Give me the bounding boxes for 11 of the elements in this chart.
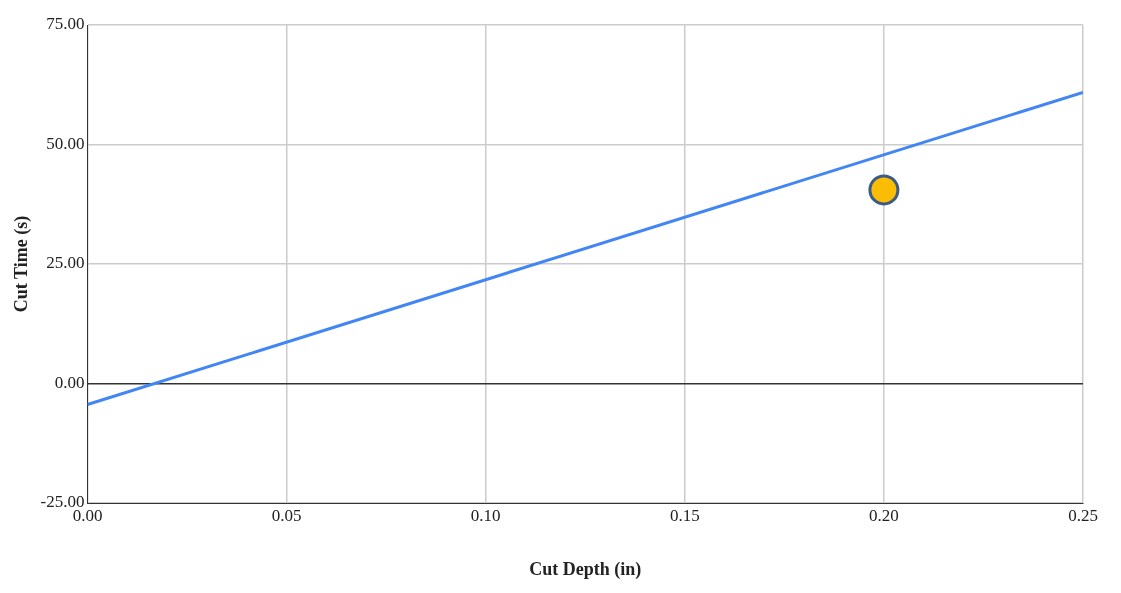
x-axis-title: Cut Depth (in): [529, 558, 642, 580]
x-tick-label: 0.25: [1068, 505, 1098, 525]
x-tick-label: 0.10: [470, 505, 501, 525]
y-tick-label: 50.00: [46, 133, 85, 153]
y-axis-title: Cut Time (s): [11, 215, 33, 313]
x-tick-label: 0.05: [271, 505, 302, 525]
x-tick-label: 0.15: [669, 505, 700, 525]
y-tick-label: 0.00: [54, 372, 85, 392]
y-tick-label: 75.00: [46, 14, 85, 34]
y-tick-label: 25.00: [46, 253, 85, 273]
x-tick-label: 0.20: [869, 505, 899, 525]
